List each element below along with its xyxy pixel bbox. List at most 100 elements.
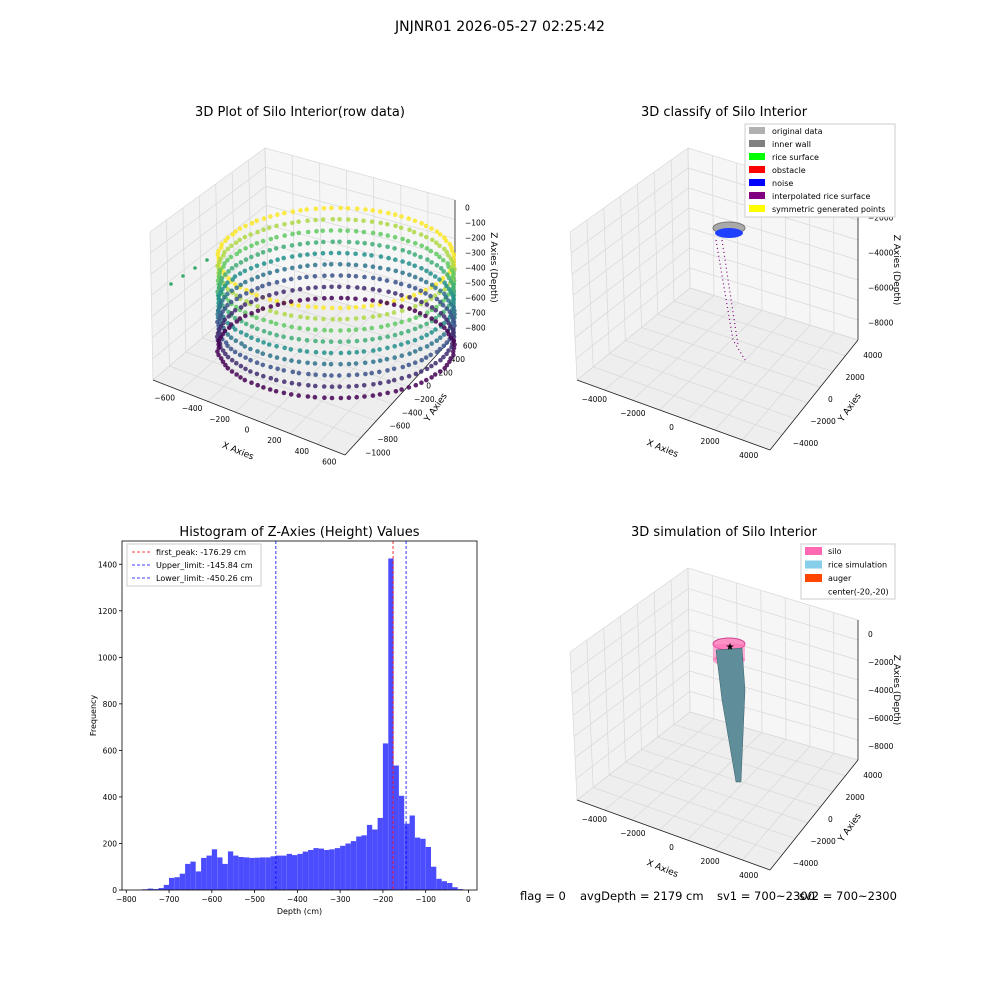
hist-bar — [388, 558, 394, 890]
tl-data-point — [424, 332, 430, 338]
tr-legend-frame — [744, 123, 896, 218]
tl-data-point — [305, 229, 311, 235]
br-ztick-label: −6000 — [868, 714, 894, 723]
br-xtick-label: −2000 — [620, 829, 646, 838]
tl-data-point — [243, 310, 248, 315]
tl-data-point — [434, 263, 440, 268]
tl-ytick-label: 200 — [438, 368, 453, 377]
tl-data-point — [337, 373, 342, 378]
tl-data-point — [274, 268, 280, 274]
tr-grid-line — [714, 324, 811, 431]
tl-data-point — [260, 362, 266, 368]
hist-bar — [217, 857, 223, 890]
br-grid-line — [609, 774, 796, 839]
tl-data-point — [220, 348, 226, 353]
tl-data-point — [329, 395, 335, 401]
hist-bar — [254, 857, 260, 890]
tl-data-point — [296, 230, 302, 236]
tl-data-point — [412, 349, 418, 354]
tl-data-point — [216, 293, 222, 299]
tl-data-point — [290, 265, 295, 271]
tl-data-point — [228, 254, 234, 260]
status-sv2: sv2 = 700~2300 — [799, 889, 897, 903]
tl-data-point — [254, 292, 259, 298]
tl-data-point — [428, 352, 434, 358]
br-grid-line — [631, 725, 739, 821]
br-ztick-label: 0 — [868, 630, 873, 639]
tl-ytick-label: −800 — [377, 435, 398, 444]
tl-data-point — [412, 263, 418, 269]
tl-data-point — [451, 282, 456, 288]
tl-data-point — [386, 289, 391, 295]
tl-data-point — [229, 243, 234, 249]
tl-data-point — [452, 308, 457, 314]
tl-data-point — [218, 335, 223, 340]
tl-data-point — [304, 207, 310, 212]
tl-data-point — [282, 311, 288, 317]
tl-xtick-label: 600 — [322, 458, 337, 467]
tl-data-point — [419, 266, 424, 271]
tl-data-point — [298, 314, 303, 320]
tl-data-point — [428, 271, 433, 276]
tl-data-point — [290, 369, 296, 375]
tl-data-point — [413, 382, 419, 388]
hist-xtick-label: −300 — [330, 895, 351, 904]
tl-data-point — [399, 214, 404, 219]
tl-data-point — [329, 384, 335, 390]
tr-ytick-label: 4000 — [863, 351, 882, 360]
tl-data-point — [312, 394, 318, 400]
tl-data-point — [424, 344, 430, 349]
tl-data-point — [377, 265, 383, 271]
tl-data-point — [411, 292, 417, 298]
br-y-axis-line — [769, 759, 859, 871]
tl-data-point — [354, 383, 359, 389]
tl-data-point — [273, 321, 279, 327]
tl-data-point — [237, 293, 243, 299]
tl-data-point — [438, 322, 444, 327]
tl-data-point — [452, 342, 457, 347]
br-xlabel: X Axies — [645, 858, 680, 880]
tl-data-point — [248, 369, 253, 374]
tl-data-point — [261, 373, 266, 379]
tl-data-point — [268, 259, 274, 264]
tl-data-point — [399, 293, 404, 298]
tl-data-point — [281, 300, 287, 306]
hist-ytick-label: 800 — [103, 700, 118, 709]
tl-data-point — [220, 309, 225, 315]
tl-data-point — [233, 263, 239, 268]
tl-data-point — [261, 317, 267, 323]
tl-data-point — [399, 387, 404, 392]
tl-data-point — [433, 327, 438, 332]
tl-data-point — [391, 366, 397, 372]
tl-data-point — [362, 394, 367, 399]
tl-data-point — [226, 276, 231, 281]
hist-bar — [292, 855, 298, 890]
tl-data-point — [346, 273, 352, 279]
tl-data-point — [413, 371, 419, 377]
tl-grid-line — [182, 207, 187, 353]
br-xtick-label: 2000 — [701, 857, 720, 866]
tr-grid-line — [593, 366, 783, 435]
tl-data-point — [337, 217, 342, 222]
tr-grid-line — [625, 340, 808, 404]
tl-data-point — [355, 285, 360, 290]
tl-data-point — [237, 248, 243, 254]
tl-data-point — [433, 308, 439, 313]
tl-data-point — [419, 243, 425, 249]
tl-data-point — [448, 324, 453, 329]
tl-data-point — [423, 223, 429, 229]
tl-data-point — [448, 335, 454, 340]
tl-data-point — [429, 375, 434, 380]
tr-grid-line — [653, 171, 659, 315]
hist-bar — [420, 838, 426, 890]
tl-data-point — [306, 285, 311, 291]
tl-data-point — [423, 291, 428, 296]
br-legend-label: auger — [828, 574, 852, 583]
tl-data-point — [215, 331, 221, 336]
hist-ytick-label: 1200 — [98, 607, 117, 616]
tl-data-point — [369, 253, 374, 258]
tl-data-point — [423, 313, 428, 319]
tr-grid-line — [670, 159, 675, 302]
tl-data-point — [346, 217, 351, 222]
hist-bar — [174, 877, 180, 890]
